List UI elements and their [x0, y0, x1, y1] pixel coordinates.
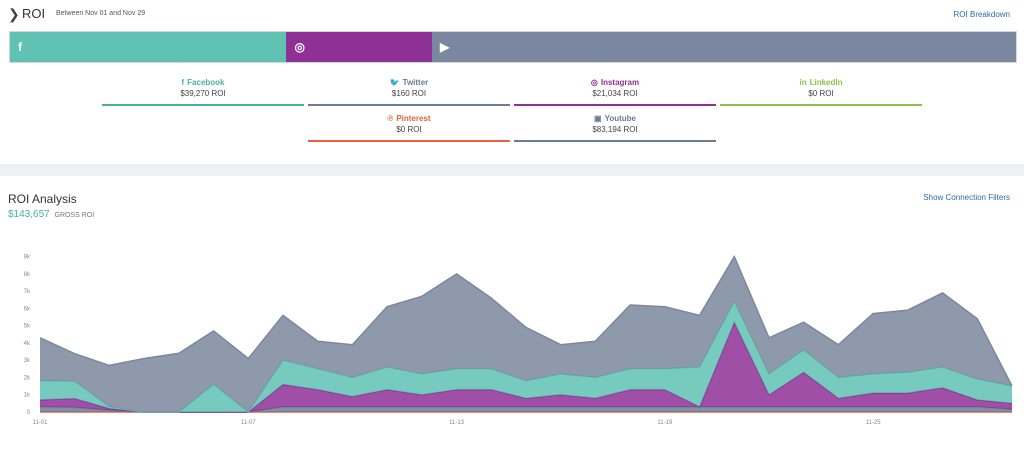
network-card-youtube[interactable]: ▣ Youtube $83,194 ROI — [514, 112, 716, 142]
show-connection-filters-link[interactable]: Show Connection Filters — [923, 193, 1010, 202]
network-underline — [102, 104, 304, 106]
network-roi-value: $21,034 ROI — [592, 89, 638, 98]
area-twitter[interactable] — [40, 406, 1012, 412]
gross-roi-label: GROSS ROI — [54, 212, 95, 219]
facebook-icon: f — [18, 40, 22, 54]
roi-date-range: Between Nov 01 and Nov 29 — [56, 10, 146, 17]
y-tick-label: 5k — [24, 324, 31, 330]
x-tick-label: 11-19 — [657, 420, 673, 426]
network-name: in LinkedIn — [720, 78, 922, 88]
network-name: ◎ Instagram — [514, 78, 716, 88]
x-tick-label: 11-13 — [449, 420, 465, 426]
x-tick-label: 11-01 — [33, 420, 49, 426]
linkedin-icon: in — [799, 78, 807, 87]
network-label: Pinterest — [396, 114, 431, 123]
y-tick-label: 1k — [24, 393, 31, 399]
youtube-icon: ▶ — [440, 40, 450, 54]
share-segment-facebook[interactable]: f — [10, 32, 287, 62]
y-tick-label: 6k — [24, 306, 31, 312]
gross-roi: $143,657 GROSS ROI — [8, 209, 94, 220]
twitter-icon: 🐦 — [389, 78, 400, 87]
x-tick-label: 11-25 — [866, 420, 882, 426]
network-roi-value: $39,270 ROI — [180, 89, 226, 98]
network-label: LinkedIn — [809, 78, 843, 87]
network-label: Facebook — [187, 78, 225, 87]
share-segment-youtube[interactable]: ▶ — [432, 32, 1016, 62]
network-name: f Facebook — [102, 78, 304, 88]
network-card-instagram[interactable]: ◎ Instagram $21,034 ROI — [514, 76, 716, 106]
network-underline — [308, 140, 510, 142]
analysis-title: ROI Analysis — [8, 192, 77, 206]
network-underline — [308, 104, 510, 106]
network-roi-value: $83,194 ROI — [592, 125, 638, 134]
network-label: Instagram — [600, 78, 640, 87]
network-underline — [514, 104, 716, 106]
instagram-icon: ◎ — [590, 78, 598, 87]
roi-breakdown-link[interactable]: ROI Breakdown — [953, 10, 1010, 19]
network-card-twitter[interactable]: 🐦 Twitter $160 ROI — [308, 76, 510, 106]
y-tick-label: 7k — [24, 289, 31, 295]
network-name: ▣ Youtube — [514, 114, 716, 124]
chevron-right-icon[interactable]: ❯ — [8, 6, 20, 22]
gross-roi-value: $143,657 — [8, 209, 50, 220]
area-youtube[interactable] — [40, 256, 1012, 412]
y-tick-label: 9k — [24, 255, 31, 261]
network-underline — [720, 104, 922, 106]
network-label: Twitter — [402, 78, 429, 87]
network-card-facebook[interactable]: f Facebook $39,270 ROI — [102, 76, 304, 106]
area-facebook[interactable] — [40, 301, 1012, 413]
y-tick-label: 3k — [24, 358, 31, 364]
network-name: ℗ Pinterest — [308, 114, 510, 124]
y-tick-label: 2k — [24, 375, 31, 381]
roi-title: ROI — [22, 6, 46, 21]
network-name: 🐦 Twitter — [308, 78, 510, 88]
network-roi-value: $0 ROI — [396, 125, 422, 134]
line-youtube — [39, 254, 1013, 387]
roi-area-chart: 0 1k 2k 3k 4k 5k 6k 7k 8k 9k 11-01 11-07 11-13 11-19 1… — [24, 254, 1013, 426]
y-tick-label: 8k — [24, 272, 31, 278]
network-share-bar: f ◎ ▶ — [9, 31, 1017, 63]
section-divider — [0, 164, 1024, 176]
roi-panel: ❯ ROI Between Nov 01 and Nov 29 ROI Brea… — [0, 0, 1024, 162]
network-card-pinterest[interactable]: ℗ Pinterest $0 ROI — [308, 112, 510, 142]
network-roi-value: $160 ROI — [391, 89, 427, 98]
network-roi-value: $0 ROI — [808, 89, 834, 98]
youtube-icon: ▣ — [594, 114, 602, 123]
pinterest-icon: ℗ — [387, 114, 394, 123]
facebook-icon: f — [181, 78, 185, 87]
y-tick-label: 0 — [27, 410, 31, 416]
network-underline — [514, 140, 716, 142]
share-segment-instagram[interactable]: ◎ — [286, 32, 432, 62]
instagram-icon: ◎ — [294, 40, 305, 54]
x-tick-label: 11-07 — [241, 420, 257, 426]
y-tick-label: 4k — [24, 341, 31, 347]
network-card-linkedin[interactable]: in LinkedIn $0 ROI — [720, 76, 922, 106]
network-label: Youtube — [604, 114, 636, 123]
area-instagram[interactable] — [40, 322, 1012, 412]
